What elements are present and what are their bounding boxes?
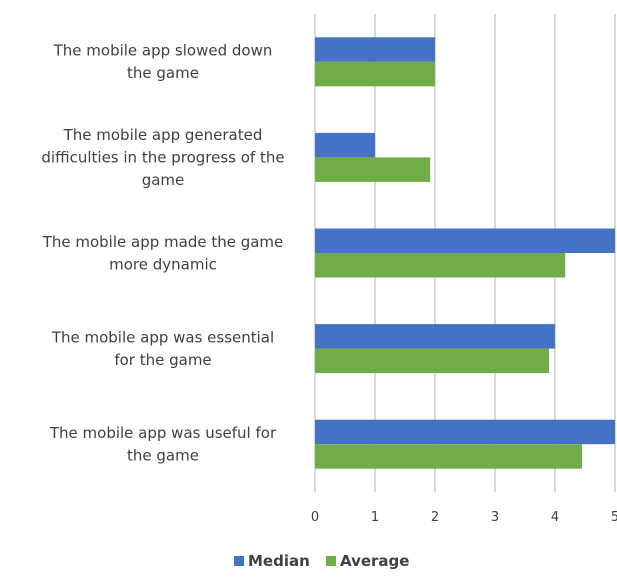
legend-swatch-median [234, 556, 244, 566]
x-tick-label: 4 [551, 510, 559, 525]
bar-median-4 [315, 324, 555, 349]
legend-label-average: Average [340, 552, 409, 570]
bar-average-4 [315, 348, 549, 374]
bar-average-2 [315, 157, 431, 182]
x-tick-label: 0 [311, 510, 319, 525]
bar-median-3 [315, 228, 615, 253]
category-label: The mobile app was useful for the game [49, 424, 277, 465]
bar-average-1 [315, 61, 435, 87]
category-label: The mobile app made the game more dynamic [42, 233, 284, 274]
category-label: The mobile app generated difficulties in … [41, 126, 284, 189]
category-label: The mobile app slowed down the game [53, 42, 273, 83]
category-label: The mobile app was essential for the game [51, 328, 274, 369]
bar-average-3 [315, 253, 566, 278]
bar-median-1 [315, 37, 435, 62]
x-tick-label: 3 [491, 510, 499, 525]
x-tick-label: 1 [371, 510, 379, 525]
bar-median-5 [315, 419, 615, 445]
legend-swatch-average [326, 556, 336, 566]
bar-median-2 [315, 132, 375, 158]
x-tick-label: 2 [431, 510, 439, 525]
bar-average-5 [315, 444, 582, 469]
legend-label-median: Median [248, 552, 310, 570]
x-tick-label: 5 [611, 510, 617, 525]
